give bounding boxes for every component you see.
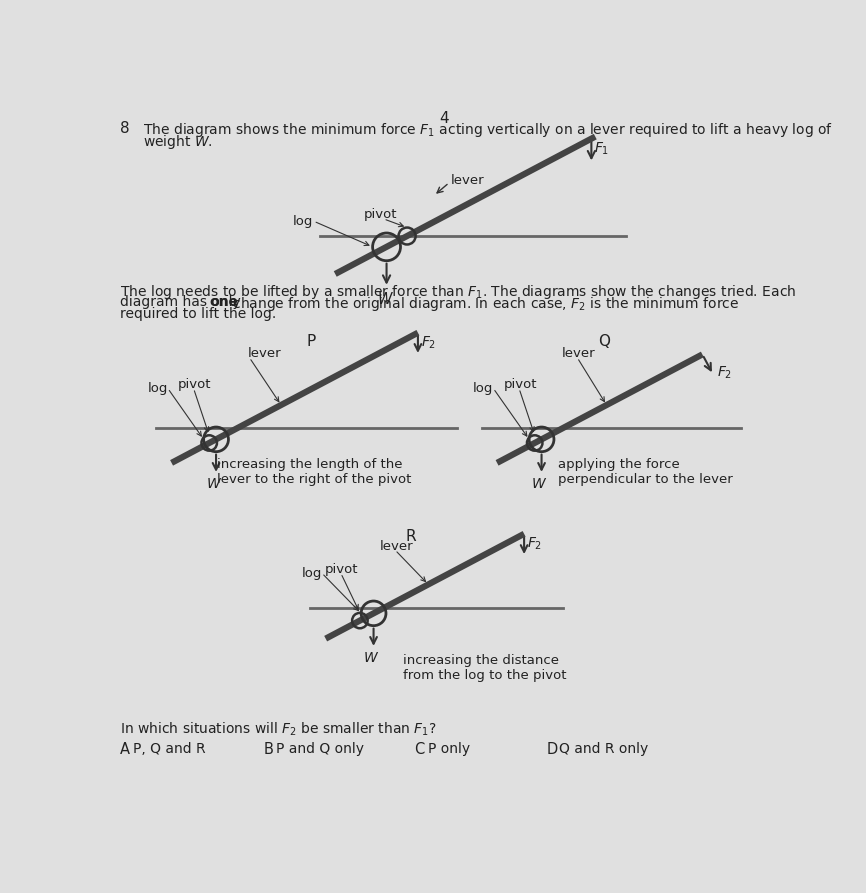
- Text: C: C: [414, 742, 424, 757]
- Text: log: log: [294, 214, 313, 228]
- Text: lever: lever: [379, 539, 413, 553]
- Text: 8: 8: [120, 121, 130, 136]
- Text: In which situations will $F_2$ be smaller than $F_1$?: In which situations will $F_2$ be smalle…: [120, 721, 436, 739]
- Text: Q and R only: Q and R only: [559, 742, 649, 756]
- Text: weight $W$.: weight $W$.: [143, 132, 213, 151]
- Text: lever: lever: [451, 174, 484, 187]
- Text: log: log: [301, 566, 322, 580]
- Text: pivot: pivot: [364, 208, 397, 221]
- Text: applying the force
perpendicular to the lever: applying the force perpendicular to the …: [558, 457, 733, 486]
- Text: pivot: pivot: [178, 378, 211, 391]
- Text: $W$: $W$: [377, 291, 393, 307]
- Text: log: log: [473, 381, 494, 395]
- Text: 4: 4: [439, 111, 449, 126]
- Text: $F_2$: $F_2$: [421, 334, 436, 351]
- Text: B: B: [263, 742, 273, 757]
- Text: P and Q only: P and Q only: [276, 742, 365, 756]
- Text: P, Q and R: P, Q and R: [133, 742, 206, 756]
- Text: one: one: [209, 295, 238, 309]
- Text: The log needs to be lifted by a smaller force than $F_1$. The diagrams show the : The log needs to be lifted by a smaller …: [120, 283, 796, 301]
- Text: lever: lever: [562, 347, 595, 360]
- Text: $F_1$: $F_1$: [594, 140, 610, 156]
- Text: R: R: [405, 530, 416, 544]
- Text: P: P: [307, 334, 316, 349]
- Text: D: D: [546, 742, 558, 757]
- Text: The diagram shows the minimum force $F_1$ acting vertically on a lever required : The diagram shows the minimum force $F_1…: [143, 121, 833, 139]
- Text: change from the original diagram. In each case, $F_2$ is the minimum force: change from the original diagram. In eac…: [229, 295, 740, 313]
- Text: diagram has only: diagram has only: [120, 295, 245, 309]
- Text: $W$: $W$: [205, 477, 222, 491]
- Text: required to lift the log.: required to lift the log.: [120, 307, 276, 321]
- Text: $W$: $W$: [363, 651, 379, 665]
- Text: pivot: pivot: [326, 563, 359, 576]
- Text: lever: lever: [248, 347, 281, 360]
- Text: Q: Q: [598, 334, 611, 349]
- Text: increasing the length of the
lever to the right of the pivot: increasing the length of the lever to th…: [216, 457, 411, 486]
- Text: $W$: $W$: [531, 477, 547, 491]
- Text: increasing the distance
from the log to the pivot: increasing the distance from the log to …: [403, 654, 566, 682]
- Text: $F_2$: $F_2$: [717, 364, 733, 380]
- Text: log: log: [147, 381, 168, 395]
- Text: pivot: pivot: [503, 378, 537, 391]
- Text: $F_2$: $F_2$: [527, 536, 542, 552]
- Text: P only: P only: [428, 742, 469, 756]
- Text: A: A: [120, 742, 130, 757]
